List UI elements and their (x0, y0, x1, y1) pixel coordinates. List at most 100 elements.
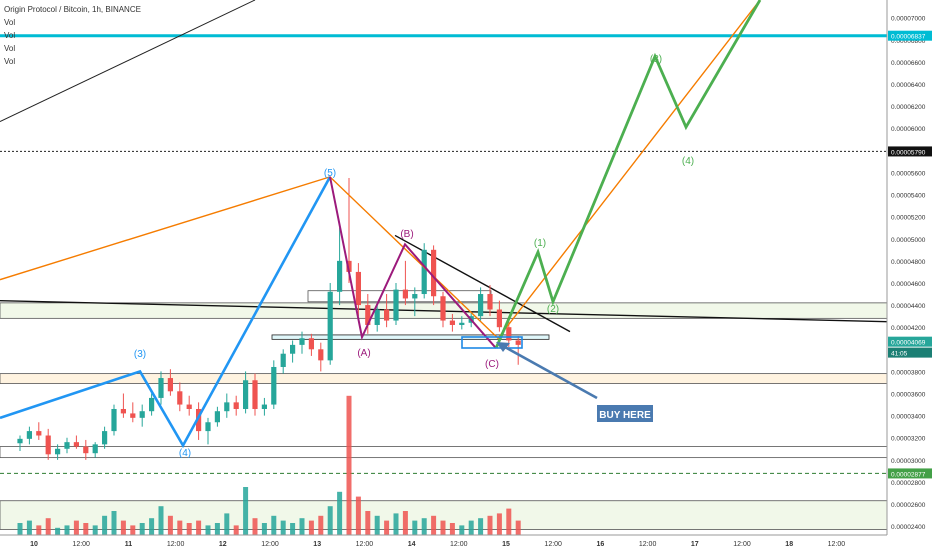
callout-text: BUY HERE (599, 410, 651, 421)
volume-bar (130, 525, 136, 535)
candle (26, 431, 32, 439)
candle (355, 271, 361, 306)
candle (431, 249, 437, 297)
candle (83, 446, 89, 454)
candle (308, 338, 314, 350)
volume-bar (149, 518, 155, 535)
candle (374, 309, 380, 325)
price-badge-label: 0.00005790 (891, 149, 926, 156)
volume-bar (355, 496, 361, 535)
price-tick-label: 0.00004800 (891, 259, 926, 266)
wave-label: (C) (485, 359, 499, 370)
price-tick-label: 0.00006000 (891, 126, 926, 133)
time-axis (0, 535, 932, 550)
volume-bar (205, 525, 211, 535)
price-tick-label: 0.00006800 (891, 38, 926, 45)
price-tick-label: 0.00003000 (891, 458, 926, 465)
volume-bar (374, 515, 380, 535)
price-badge (888, 146, 932, 157)
volume-bar (506, 508, 512, 535)
candle (149, 397, 155, 412)
elliott-wave-projection (494, 0, 762, 349)
time-tick-label: 12:00 (356, 541, 374, 548)
candle (102, 431, 108, 445)
volume-bar (83, 523, 89, 535)
price-tick-label: 0.00005000 (891, 237, 926, 244)
volume-bar (468, 520, 474, 535)
volume-bar (290, 523, 296, 535)
volume-bar (120, 520, 126, 535)
volume-bar (139, 523, 145, 535)
candle (55, 448, 61, 455)
time-tick-label: 11 (125, 541, 133, 548)
candle (243, 380, 249, 409)
elliott-wave-correction (329, 176, 497, 349)
candle (365, 305, 371, 325)
candle (290, 344, 296, 354)
time-tick-label: 13 (313, 541, 321, 548)
volume-bar (412, 520, 418, 535)
volume-bar (346, 395, 352, 535)
candle (111, 408, 117, 432)
candle (515, 340, 521, 345)
candle (299, 338, 305, 345)
volume-bar (111, 511, 117, 535)
volume-bar (252, 518, 258, 535)
volume-bar (280, 520, 286, 535)
time-tick-label: 14 (408, 541, 416, 548)
price-badge-label: 0.00006837 (891, 34, 926, 41)
volume-bar (440, 520, 446, 535)
time-tick-label: 16 (597, 541, 605, 548)
wave-label: (3) (134, 349, 146, 360)
candle (45, 435, 51, 455)
volume-bar (214, 523, 220, 535)
candle (496, 309, 502, 328)
price-badge-label: 0.00002877 (891, 471, 926, 478)
candle (73, 442, 79, 447)
price-tick-label: 0.00003400 (891, 414, 926, 421)
projection-line (0, 0, 761, 340)
price-tick-label: 0.00004400 (891, 303, 926, 310)
time-tick-label: 12:00 (639, 541, 657, 548)
wave-label: (2) (547, 304, 559, 315)
volume-label: Vol (4, 57, 16, 66)
chart-legend: Origin Protocol / Bitcoin, 1h, BINANCE V… (4, 3, 141, 68)
candle (478, 294, 484, 317)
time-tick-label: 10 (30, 541, 38, 548)
volume-bar (384, 520, 390, 535)
price-badge-label: 41:05 (891, 351, 908, 358)
volume-bar (487, 515, 493, 535)
candle (252, 380, 258, 409)
price-tick-label: 0.00005200 (891, 215, 926, 222)
candle (224, 402, 230, 412)
volume-bar (64, 525, 70, 535)
volume-bar (308, 520, 314, 535)
candle (130, 413, 136, 418)
time-tick-label: 12:00 (261, 541, 279, 548)
wave-label: (4) (179, 448, 191, 459)
volume-bar (271, 515, 277, 535)
trend-line (0, 0, 256, 123)
candle (186, 404, 192, 409)
candle (205, 422, 211, 432)
price-tick-label: 0.00002800 (891, 480, 926, 487)
support-zone (0, 373, 888, 384)
candle (487, 294, 493, 310)
price-tick-label: 0.00003200 (891, 436, 926, 443)
volume-bar (224, 513, 230, 535)
time-tick-label: 12 (219, 541, 227, 548)
volume-bar (421, 518, 427, 535)
time-tick-label: 15 (502, 541, 510, 548)
volume-label: Vol (4, 44, 16, 53)
price-tick-label: 0.00004600 (891, 281, 926, 288)
volume-bar (102, 515, 108, 535)
volume-bar (243, 487, 249, 535)
candle (17, 438, 23, 444)
candle (64, 442, 70, 449)
wave-label: (A) (357, 348, 370, 359)
volume-bar (318, 515, 324, 535)
candle (261, 404, 267, 409)
volume-label: Vol (4, 18, 16, 27)
volume-bar (167, 515, 173, 535)
